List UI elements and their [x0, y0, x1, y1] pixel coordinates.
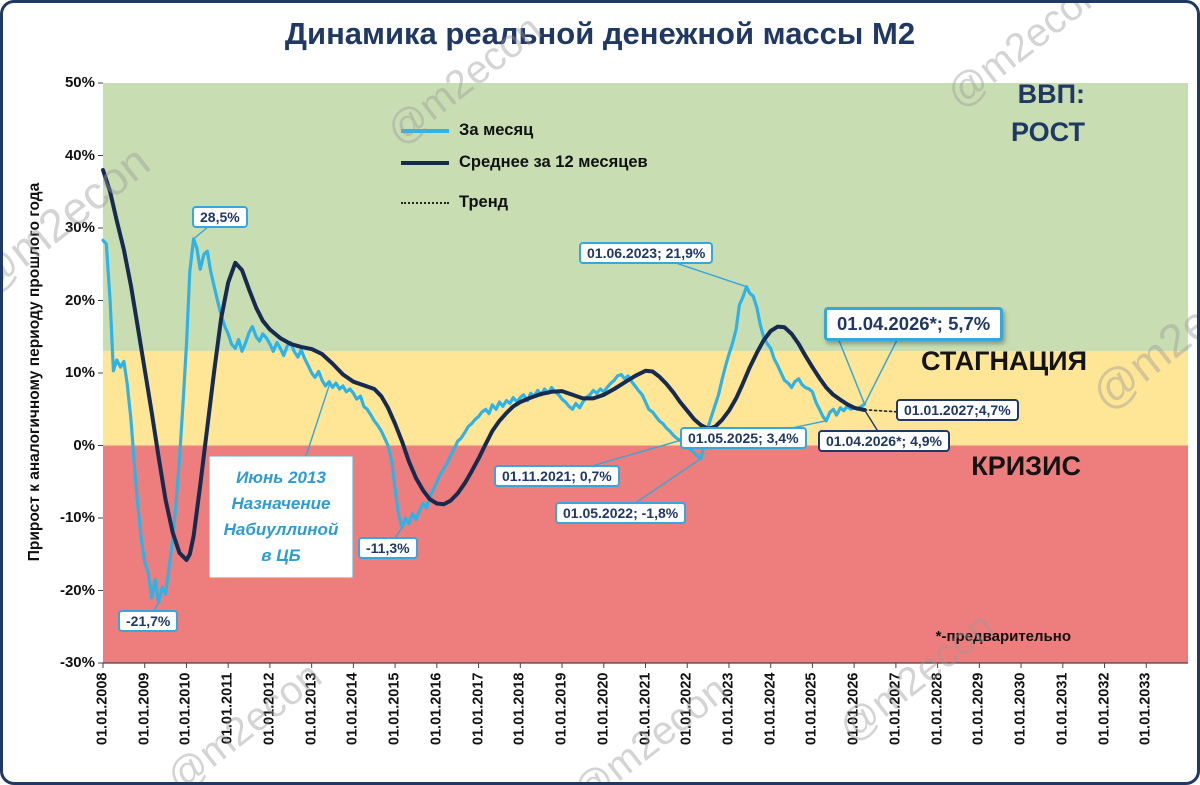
- annotation-nabiullina: Июнь 2013 Назначение Набиуллиной в ЦБ: [209, 456, 353, 578]
- annotation-line: Июнь 2013: [236, 468, 326, 487]
- zone-label-stagnation: СТАГНАЦИЯ: [921, 346, 1087, 376]
- legend-swatch-trend-line: [401, 201, 449, 204]
- zone-label-growth: РОСТ: [1011, 117, 1085, 147]
- callout-leader: [863, 337, 899, 405]
- legend-item-trend: Тренд: [401, 193, 508, 212]
- annotation-line: в ЦБ: [261, 546, 301, 565]
- annotation-leader: [304, 381, 332, 460]
- annotation-line: Назначение: [231, 494, 331, 513]
- series-line-avg12: [101, 168, 867, 562]
- chart-title: Динамика реальной денежной массы М2: [284, 16, 916, 51]
- legend-item-avg12: Среднее за 12 месяцев: [401, 153, 648, 172]
- zone-label-gdp: ВВП:: [1017, 79, 1085, 109]
- legend-label-avg12: Среднее за 12 месяцев: [459, 153, 648, 171]
- zone-band-growth: [103, 83, 1188, 352]
- legend-swatch-avg12-line: [401, 160, 449, 165]
- y-axis-title: Прирост к аналогичному периоду прошлого …: [26, 182, 43, 562]
- callout-leader: [837, 337, 866, 405]
- zone-label-gdp-growth: ВВП: РОСТ: [1011, 75, 1085, 151]
- footnote-preliminary: *-предварительно: [935, 628, 1071, 645]
- series-line-monthly: [101, 237, 867, 605]
- legend-label-trend: Тренд: [459, 193, 509, 211]
- legend-label-monthly: За месяц: [459, 121, 534, 139]
- legend-swatch-monthly-line: [401, 128, 449, 133]
- annotation-line: Набиуллиной: [223, 520, 339, 539]
- legend-item-monthly: За месяц: [401, 121, 533, 140]
- series-line-trend: [863, 408, 901, 413]
- zone-label-crisis: КРИЗИС: [971, 451, 1081, 481]
